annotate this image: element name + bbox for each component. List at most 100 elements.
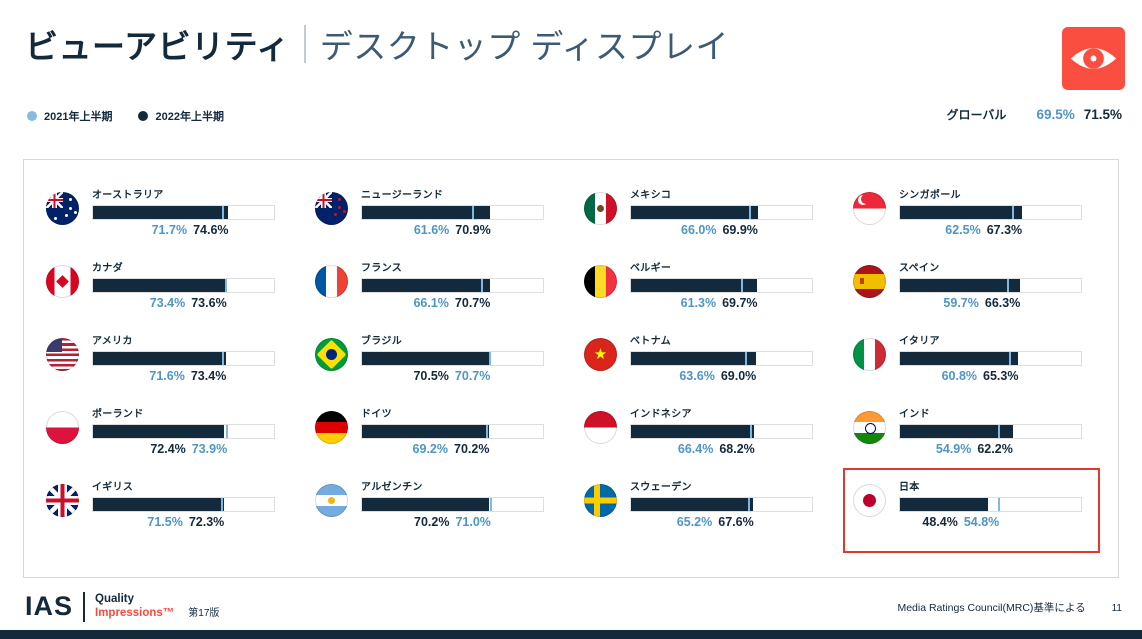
- flag-france-icon: [315, 265, 348, 298]
- value-2022: 48.4%: [922, 515, 958, 529]
- country-name: オーストラリア: [92, 190, 164, 201]
- country-grid: オーストラリア 71.7% 74.6% カナダ 73.4% 73.6% アメリカ 71.6% 7…: [46, 186, 1100, 553]
- value-2022: 72.4%: [150, 442, 186, 456]
- country-cell-argentina: アルゼンチン 70.2% 71.0%: [315, 478, 558, 551]
- quality-impressions-mark: Quality Impressions™: [95, 593, 174, 619]
- bar-fill-2022: [900, 352, 1019, 365]
- bar-tick-2021: [748, 498, 750, 511]
- country-cell-germany: ドイツ 69.2% 70.2%: [315, 405, 558, 478]
- country-cell-italy: イタリア 60.8% 65.3%: [853, 332, 1096, 405]
- country-cell-australia: オーストラリア 71.7% 74.6%: [46, 186, 289, 259]
- flag-canada-icon: [46, 265, 79, 298]
- country-name: ドイツ: [361, 409, 392, 420]
- viewability-bar: [92, 278, 275, 293]
- bar-values: 66.0% 69.9%: [630, 223, 813, 240]
- legend: 2021年上半期 2022年上半期: [27, 108, 224, 124]
- flag-newzealand-icon: [315, 192, 348, 225]
- legend-dot-2022-icon: [138, 111, 149, 121]
- viewability-bar: [92, 424, 275, 439]
- bar-values: 70.2% 71.0%: [361, 515, 544, 532]
- bar-fill-2022: [900, 425, 1013, 438]
- value-2021: 54.8%: [963, 515, 1000, 529]
- footer-brand: IAS Quality Impressions™ 第17版: [25, 591, 219, 622]
- country-name: インドネシア: [630, 409, 692, 420]
- country-cell-india: インド 54.9% 62.2%: [853, 405, 1096, 478]
- country-cell-brazil: ブラジル 70.5% 70.7%: [315, 332, 558, 405]
- bar-values-group: 69.2% 70.2%: [413, 442, 490, 456]
- bar-values: 65.2% 67.6%: [630, 515, 813, 532]
- footer-logo-divider: [83, 591, 86, 622]
- bar-tick-2021: [221, 498, 224, 511]
- viewability-bar: [630, 497, 813, 512]
- bar-fill-2022: [631, 206, 758, 219]
- country-name: 日本: [899, 482, 920, 493]
- bar-tick-2021: [750, 425, 753, 438]
- bar-values: 66.4% 68.2%: [630, 442, 813, 459]
- bar-values: 54.9% 62.2%: [899, 442, 1082, 459]
- bar-fill-2022: [362, 425, 490, 438]
- country-cell-spain: スペイン 59.7% 66.3%: [853, 259, 1096, 332]
- country-name: スペイン: [899, 263, 940, 274]
- bar-values-group: 66.4% 68.2%: [678, 442, 755, 456]
- bar-values: 71.5% 72.3%: [92, 515, 275, 532]
- country-cell-usa: アメリカ 71.6% 73.4%: [46, 332, 289, 405]
- country-stats: フランス 66.1% 70.7%: [361, 259, 558, 332]
- bar-fill-2022: [631, 279, 758, 292]
- viewability-bar: [361, 497, 544, 512]
- bar-fill-2022: [900, 498, 988, 511]
- value-2022: 62.2%: [977, 442, 1013, 456]
- value-2022: 70.7%: [454, 296, 491, 310]
- viewability-bar: [361, 351, 544, 366]
- flag-belgium-icon: [584, 265, 617, 298]
- country-stats: シンガポール 62.5% 67.3%: [899, 186, 1096, 259]
- chart-panel: オーストラリア 71.7% 74.6% カナダ 73.4% 73.6% アメリカ 71.6% 7…: [23, 159, 1119, 578]
- flag-argentina-icon: [315, 484, 348, 517]
- bar-tick-2021: [1007, 279, 1010, 292]
- value-2021: 71.7%: [151, 223, 188, 237]
- value-2021: 65.2%: [676, 515, 713, 529]
- country-stats: オーストラリア 71.7% 74.6%: [92, 186, 289, 259]
- country-cell-poland: ポーランド 72.4% 73.9%: [46, 405, 289, 478]
- ias-logo: IAS: [25, 591, 74, 621]
- bar-values-group: 65.2% 67.6%: [677, 515, 754, 529]
- value-2022: 73.6%: [191, 296, 227, 310]
- bar-values: 61.6% 70.9%: [361, 223, 544, 240]
- value-2022: 72.3%: [188, 515, 225, 529]
- legend-label-2022: 2022年上半期: [155, 111, 224, 123]
- country-name: ニュージーランド: [361, 190, 444, 201]
- bar-values: 59.7% 66.3%: [899, 296, 1082, 313]
- value-2022: 70.2%: [454, 442, 490, 456]
- country-name: フランス: [361, 263, 402, 274]
- country-cell-uk: イギリス 71.5% 72.3%: [46, 478, 289, 551]
- bar-values-group: 71.5% 72.3%: [147, 515, 224, 529]
- value-2021: 71.6%: [149, 369, 185, 383]
- bar-values-group: 61.6% 70.9%: [414, 223, 491, 237]
- country-cell-singapore: シンガポール 62.5% 67.3%: [853, 186, 1096, 259]
- global-value-2022: 71.5%: [1083, 107, 1122, 122]
- country-cell-vietnam: ベトナム 63.6% 69.0%: [584, 332, 827, 405]
- country-stats: メキシコ 66.0% 69.9%: [630, 186, 827, 259]
- bar-values-group: 61.3% 69.7%: [681, 296, 758, 310]
- bar-values-group: 70.5% 70.7%: [413, 369, 490, 383]
- viewability-bar: [630, 205, 813, 220]
- bar-fill-2022: [362, 352, 490, 365]
- bar-tick-2021: [224, 279, 227, 292]
- value-2021: 66.0%: [681, 223, 717, 237]
- viewability-bar: [630, 278, 813, 293]
- bar-values: 62.5% 67.3%: [899, 223, 1082, 240]
- bar-tick-2021: [225, 425, 228, 438]
- country-stats: インドネシア 66.4% 68.2%: [630, 405, 827, 478]
- value-2021: 73.9%: [191, 442, 228, 456]
- viewability-bar: [92, 351, 275, 366]
- viewability-bar: [899, 497, 1082, 512]
- bar-values-group: 70.2% 71.0%: [414, 515, 491, 529]
- bar-fill-2022: [631, 425, 755, 438]
- country-cell-france: フランス 66.1% 70.7%: [315, 259, 558, 332]
- bar-fill-2022: [900, 279, 1020, 292]
- value-2022: 70.5%: [413, 369, 449, 383]
- bar-fill-2022: [631, 498, 754, 511]
- value-2022: 70.2%: [414, 515, 450, 529]
- bar-tick-2021: [749, 206, 752, 219]
- bar-fill-2022: [631, 352, 756, 365]
- title-subtitle: デスクトップ ディスプレイ: [319, 28, 730, 65]
